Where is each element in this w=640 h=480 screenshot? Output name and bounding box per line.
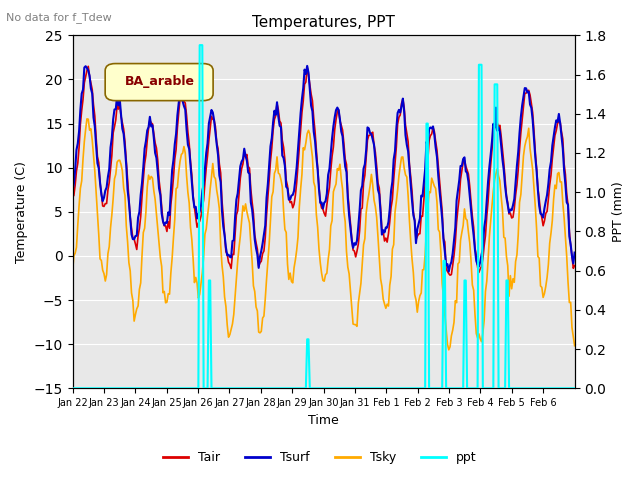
- Text: No data for f_Tdew: No data for f_Tdew: [6, 12, 112, 23]
- Y-axis label: PPT (mm): PPT (mm): [612, 181, 625, 242]
- Title: Temperatures, PPT: Temperatures, PPT: [252, 15, 395, 30]
- Text: BA_arable: BA_arable: [124, 75, 195, 88]
- Legend: Tair, Tsurf, Tsky, ppt: Tair, Tsurf, Tsky, ppt: [158, 446, 482, 469]
- Y-axis label: Temperature (C): Temperature (C): [15, 161, 28, 263]
- FancyBboxPatch shape: [105, 63, 213, 101]
- X-axis label: Time: Time: [308, 414, 339, 427]
